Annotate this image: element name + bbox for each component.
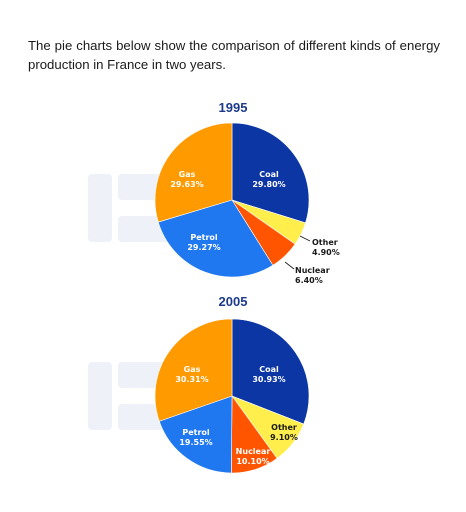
slice-category-label: Nuclear — [295, 266, 330, 275]
slice-category-label: Nuclear — [236, 447, 271, 456]
chart-title-2005: 2005 — [218, 294, 248, 309]
intro-text: The pie charts below show the comparison… — [28, 38, 440, 72]
slice-category-label: Coal — [259, 365, 279, 374]
pie-slice-petrol — [157, 199, 274, 278]
pie-slice-coal — [231, 122, 310, 224]
slice-category-label: Gas — [179, 170, 196, 179]
pie-slice-petrol — [158, 395, 233, 474]
slice-value-label: 29.80% — [252, 180, 285, 189]
slice-category-label: Petrol — [190, 233, 218, 242]
slice-category-label: Other — [271, 423, 297, 432]
chart-title-1995: 1995 — [218, 100, 248, 115]
slice-value-label: 19.55% — [179, 438, 212, 447]
slice-category-label: Petrol — [182, 428, 210, 437]
pie-slice-coal — [231, 318, 310, 425]
slice-category-label: Gas — [184, 365, 201, 374]
slice-value-label: 4.90% — [312, 248, 340, 257]
slice-category-label: Other — [312, 238, 338, 247]
slice-value-label: 6.40% — [295, 276, 323, 285]
leader-line-other — [299, 235, 311, 242]
pie-slice-gas — [154, 122, 233, 223]
slice-value-label: 9.10% — [270, 433, 298, 442]
leader-line-nuclear — [284, 261, 295, 270]
pie-slice-gas — [154, 318, 233, 422]
slice-value-label: 29.63% — [170, 180, 203, 189]
slice-category-label: Coal — [259, 170, 279, 179]
slice-value-label: 29.27% — [187, 243, 220, 252]
slice-value-label: 30.31% — [175, 375, 208, 384]
slice-value-label: 10.10% — [236, 457, 269, 466]
slice-value-label: 30.93% — [252, 375, 285, 384]
